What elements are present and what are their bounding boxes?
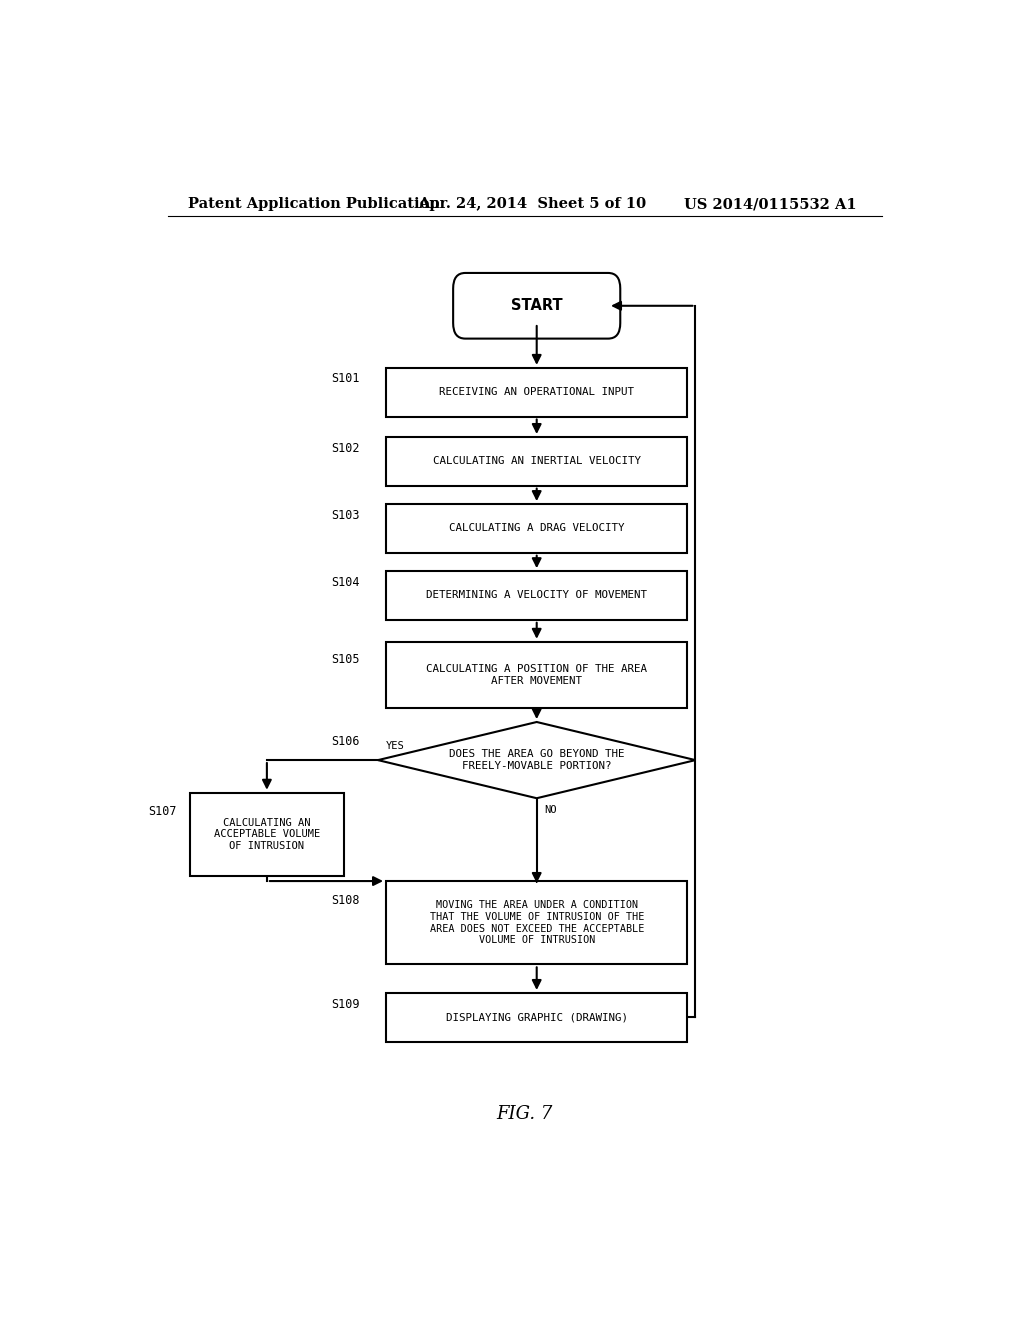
Bar [386,880,687,965]
Text: US 2014/0115532 A1: US 2014/0115532 A1 [684,197,856,211]
Text: S104: S104 [331,576,359,589]
Text: S101: S101 [331,372,359,385]
Bar [386,642,687,708]
Text: S103: S103 [331,508,359,521]
Text: Patent Application Publication: Patent Application Publication [187,197,439,211]
Text: DETERMINING A VELOCITY OF MOVEMENT: DETERMINING A VELOCITY OF MOVEMENT [426,590,647,601]
Text: DOES THE AREA GO BEYOND THE
FREELY-MOVABLE PORTION?: DOES THE AREA GO BEYOND THE FREELY-MOVAB… [449,750,625,771]
Text: S106: S106 [331,735,359,748]
Text: S107: S107 [148,805,177,818]
Text: CALCULATING AN INERTIAL VELOCITY: CALCULATING AN INERTIAL VELOCITY [433,457,641,466]
FancyBboxPatch shape [454,273,621,339]
Text: DISPLAYING GRAPHIC (DRAWING): DISPLAYING GRAPHIC (DRAWING) [445,1012,628,1022]
Text: START: START [511,298,562,313]
Bar [189,792,344,876]
Text: NO: NO [545,805,557,816]
Text: CALCULATING A POSITION OF THE AREA
AFTER MOVEMENT: CALCULATING A POSITION OF THE AREA AFTER… [426,664,647,685]
Text: FIG. 7: FIG. 7 [497,1105,553,1123]
Text: S109: S109 [331,998,359,1011]
Text: RECEIVING AN OPERATIONAL INPUT: RECEIVING AN OPERATIONAL INPUT [439,387,634,397]
Text: CALCULATING A DRAG VELOCITY: CALCULATING A DRAG VELOCITY [449,523,625,533]
Text: YES: YES [386,741,404,751]
Text: S105: S105 [331,653,359,667]
Text: Apr. 24, 2014  Sheet 5 of 10: Apr. 24, 2014 Sheet 5 of 10 [418,197,646,211]
Bar [386,993,687,1041]
Polygon shape [378,722,695,799]
Text: CALCULATING AN
ACCEPTABLE VOLUME
OF INTRUSION: CALCULATING AN ACCEPTABLE VOLUME OF INTR… [214,817,321,851]
Text: S108: S108 [331,894,359,907]
Bar [386,504,687,553]
Bar [386,368,687,417]
Text: S102: S102 [331,442,359,454]
Bar [386,437,687,486]
Text: MOVING THE AREA UNDER A CONDITION
THAT THE VOLUME OF INTRUSION OF THE
AREA DOES : MOVING THE AREA UNDER A CONDITION THAT T… [429,900,644,945]
Bar [386,572,687,620]
